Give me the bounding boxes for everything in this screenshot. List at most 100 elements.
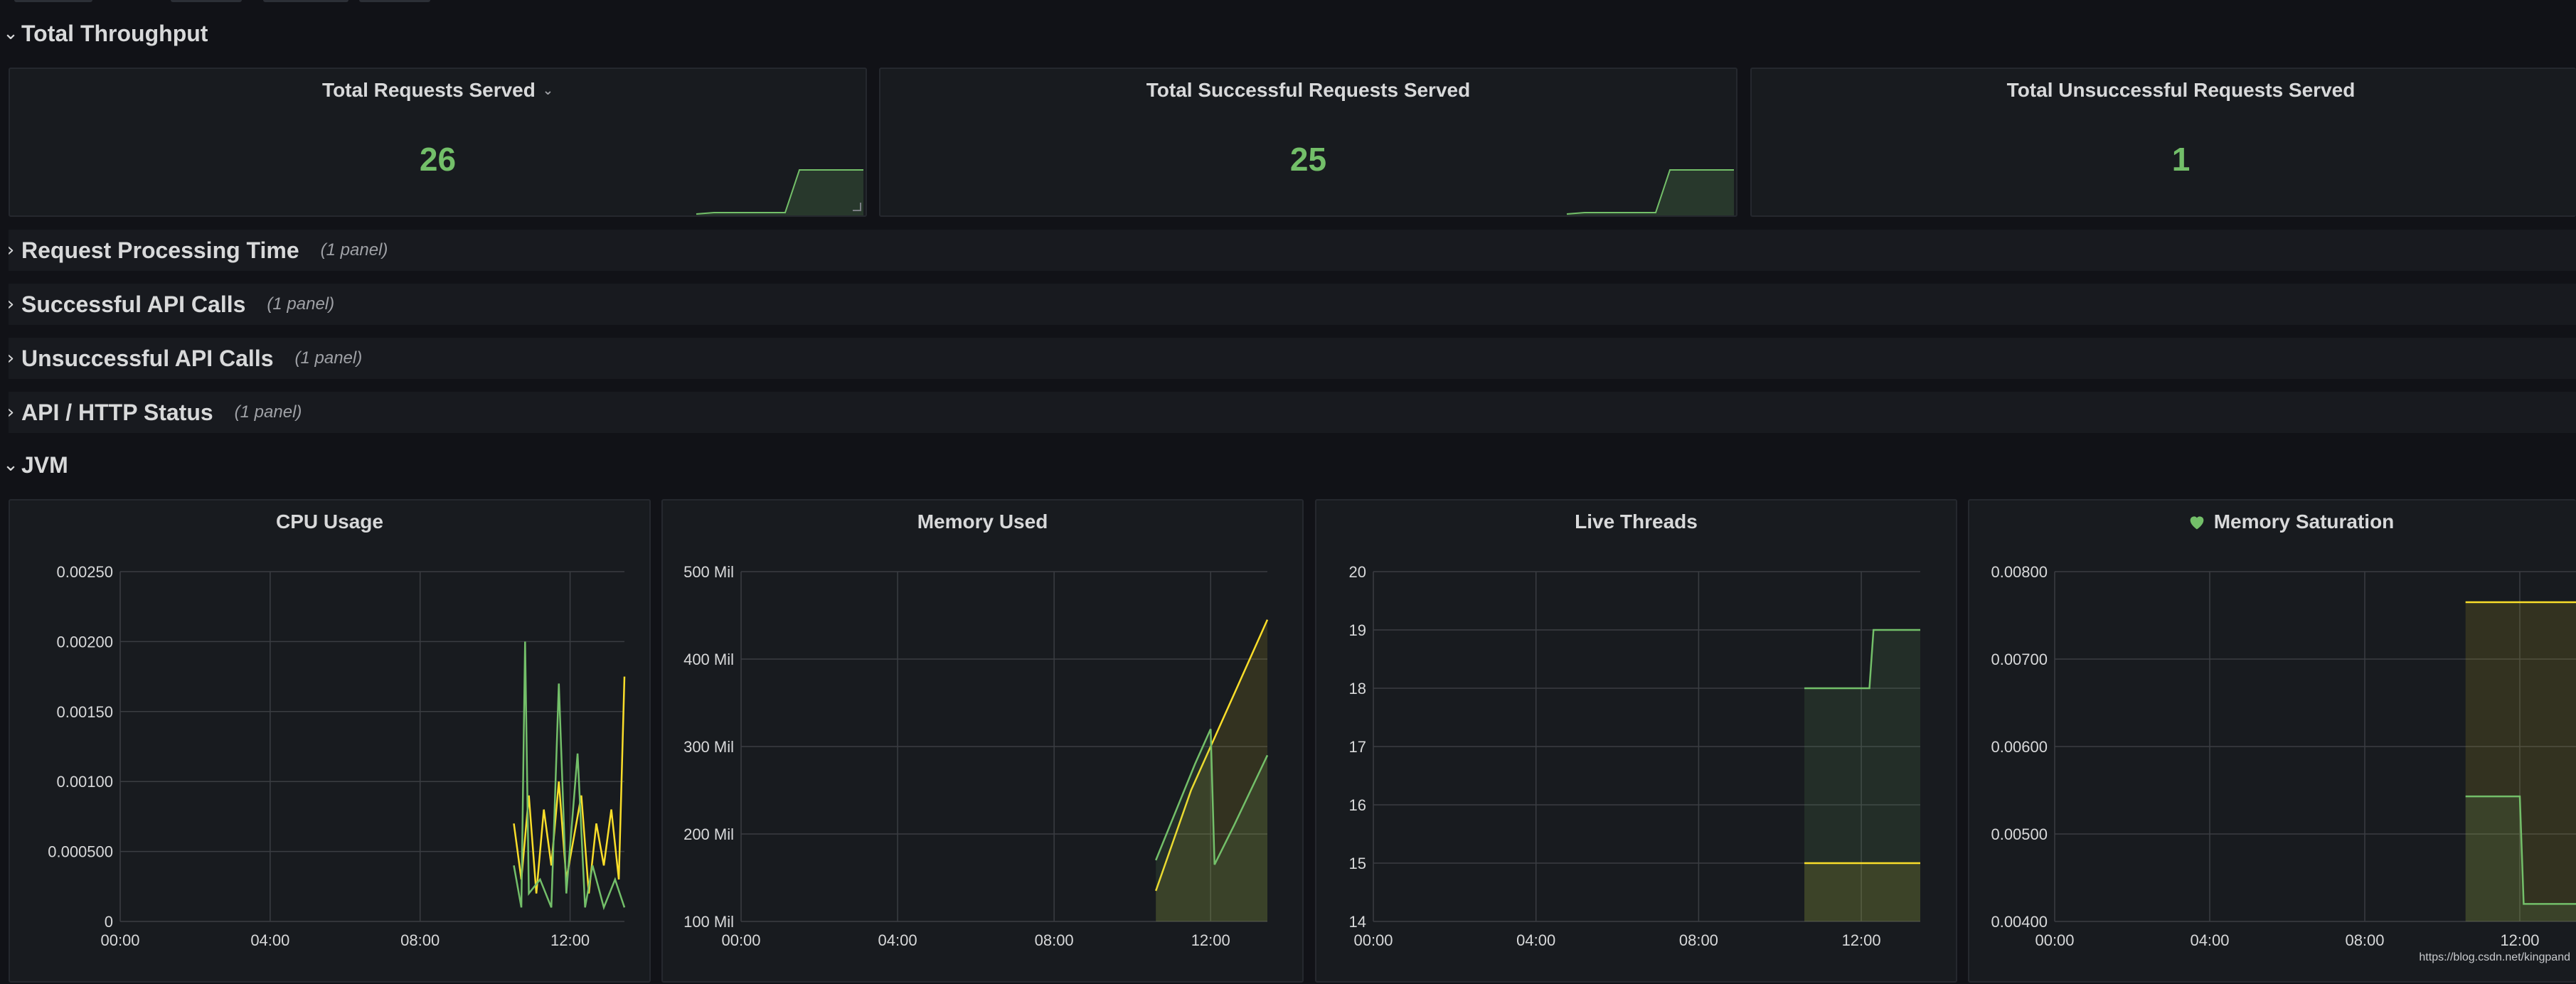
series-area <box>1804 863 1920 921</box>
y-tick-label: 200 Mil <box>683 825 734 843</box>
x-tick-label: 04:00 <box>2190 931 2229 949</box>
row-label: JVM <box>21 451 68 478</box>
series-line <box>513 641 626 911</box>
y-tick-label: 0.00250 <box>56 563 113 581</box>
row-label: Unsuccessful API Calls <box>21 345 274 371</box>
series-area <box>2465 602 2576 921</box>
live-threads-chart: 14 15 16 17 18 19 20 00:00 04:00 08:00 12:00 <box>1349 563 1920 949</box>
stat-value: 26 <box>419 141 457 178</box>
chevron-down-icon[interactable]: ⌄ <box>542 82 553 98</box>
y-tick-label: 0.00100 <box>56 773 113 791</box>
x-tick-label: 08:00 <box>400 931 440 949</box>
x-tick-label: 08:00 <box>1035 931 1074 949</box>
memory-saturation-chart: 0.00400 0.00500 0.00600 0.00700 0.00800 00:00… <box>1991 563 2576 949</box>
x-tick-label: 00:00 <box>721 931 760 949</box>
y-tick-label: 500 Mil <box>683 563 734 581</box>
y-tick-label: 400 Mil <box>683 651 734 668</box>
panel-title[interactable]: Memory Saturation <box>1969 501 2576 543</box>
x-tick-label: 12:00 <box>550 931 590 949</box>
row-label: Total Throughput <box>21 20 208 46</box>
row-panel-count: (1 panel) <box>267 294 335 314</box>
sparkline <box>1566 169 1734 215</box>
graph-panel-live-threads[interactable]: Live Threads 14 15 16 17 18 19 20 00:00 04:00 08:… <box>1315 499 1957 983</box>
chevron-down-icon: ⌄ <box>3 454 18 476</box>
y-tick-label: 0.00500 <box>1991 825 2048 843</box>
resize-handle[interactable] <box>853 203 861 211</box>
panel-title[interactable]: CPU Usage <box>276 510 383 533</box>
chevron-right-icon: › <box>6 294 15 315</box>
y-tick-label: 300 Mil <box>683 738 734 756</box>
series-line <box>1804 629 1920 690</box>
y-tick-label: 20 <box>1349 563 1366 581</box>
watermark: https://blog.csdn.net/kingpand <box>2419 951 2570 963</box>
row-successful-api-calls[interactable]: › Successful API Calls (1 panel) <box>0 288 334 321</box>
graph-panel-memory-saturation[interactable]: Memory Saturation 0.00400 0.00500 0.00600 0… <box>1968 499 2576 983</box>
y-tick-label: 0.00150 <box>56 703 113 721</box>
sparkline <box>696 169 863 215</box>
row-request-processing-time[interactable]: › Request Processing Time (1 panel) <box>0 234 388 267</box>
row-bar <box>9 392 2576 433</box>
row-unsuccessful-api-calls[interactable]: › Unsuccessful API Calls (1 panel) <box>0 342 362 375</box>
y-tick-label: 0 <box>105 913 113 931</box>
panel-title[interactable]: Total Successful Requests Served <box>1146 79 1471 101</box>
x-tick-label: 04:00 <box>1516 931 1555 949</box>
row-label: Request Processing Time <box>21 237 299 263</box>
toolbar-stub <box>171 0 242 2</box>
chevron-right-icon: › <box>6 348 15 369</box>
y-tick-label: 0.000500 <box>48 843 113 861</box>
row-api-http-status[interactable]: › API / HTTP Status (1 panel) <box>0 396 302 429</box>
y-tick-label: 0.00800 <box>1991 563 2048 581</box>
y-tick-label: 0.00600 <box>1991 738 2048 756</box>
series-line <box>2465 795 2576 905</box>
chevron-right-icon: › <box>6 240 15 261</box>
x-tick-label: 00:00 <box>1353 931 1393 949</box>
x-tick-label: 12:00 <box>1842 931 1881 949</box>
row-bar <box>9 284 2576 325</box>
stat-value: 1 <box>2171 141 2191 178</box>
memory-used-chart: 100 Mil 200 Mil 300 Mil 400 Mil 500 Mil 00:00… <box>683 563 1269 949</box>
series-area <box>2465 796 2576 921</box>
panel-title[interactable]: Memory Used <box>917 510 1048 533</box>
row-panel-count: (1 panel) <box>234 402 302 422</box>
y-tick-label: 17 <box>1349 738 1366 756</box>
panel-title[interactable]: Live Threads <box>1575 510 1698 533</box>
panel-title[interactable]: Total Unsuccessful Requests Served <box>2006 79 2356 101</box>
y-tick-label: 15 <box>1349 855 1366 872</box>
toolbar-stub <box>263 0 348 2</box>
y-tick-label: 18 <box>1349 680 1366 697</box>
stat-panel-total-unsuccessful[interactable]: Total Unsuccessful Requests Served 1 <box>1750 68 2576 217</box>
panel-title[interactable]: Total Requests Served ⌄ <box>322 79 553 101</box>
y-tick-label: 0.00200 <box>56 633 113 651</box>
row-panel-count: (1 panel) <box>294 348 363 368</box>
row-panel-count: (1 panel) <box>320 240 388 260</box>
x-tick-label: 04:00 <box>878 931 917 949</box>
row-jvm[interactable]: ⌄ JVM <box>0 449 68 481</box>
x-tick-label: 12:00 <box>1191 931 1230 949</box>
x-tick-label: 08:00 <box>2345 931 2384 949</box>
stat-panel-total-successful[interactable]: Total Successful Requests Served 25 <box>879 68 1737 217</box>
row-label: Successful API Calls <box>21 291 246 317</box>
graph-panel-cpu-usage[interactable]: CPU Usage 0 0.000500 0.00100 0.00150 0.00200… <box>9 499 651 983</box>
row-bar <box>9 338 2576 379</box>
row-bar <box>9 230 2576 271</box>
y-tick-label: 19 <box>1349 621 1366 639</box>
y-tick-label: 0.00700 <box>1991 651 2048 668</box>
series-line <box>513 676 626 894</box>
series-line <box>1155 728 1269 865</box>
x-tick-label: 00:00 <box>2035 931 2074 949</box>
heart-icon <box>2190 516 2204 530</box>
y-tick-label: 16 <box>1349 796 1366 814</box>
x-tick-label: 00:00 <box>100 931 139 949</box>
x-tick-label: 08:00 <box>1679 931 1718 949</box>
y-tick-label: 0.00400 <box>1991 913 2048 931</box>
graph-panel-memory-used[interactable]: Memory Used 100 Mil 200 Mil 300 Mil 400 Mil… <box>661 499 1304 983</box>
series-line <box>1155 619 1269 892</box>
series-area <box>1804 630 1920 921</box>
row-total-throughput[interactable]: ⌄ Total Throughput <box>0 17 208 50</box>
stat-panel-total-requests[interactable]: Total Requests Served ⌄ 26 <box>9 68 867 217</box>
x-tick-label: 12:00 <box>2500 931 2539 949</box>
toolbar-stub <box>14 0 92 2</box>
y-tick-label: 14 <box>1349 913 1366 931</box>
toolbar-stub <box>359 0 430 2</box>
cpu-usage-chart: 0 0.000500 0.00100 0.00150 0.00200 0.00250 00:… <box>48 563 626 949</box>
